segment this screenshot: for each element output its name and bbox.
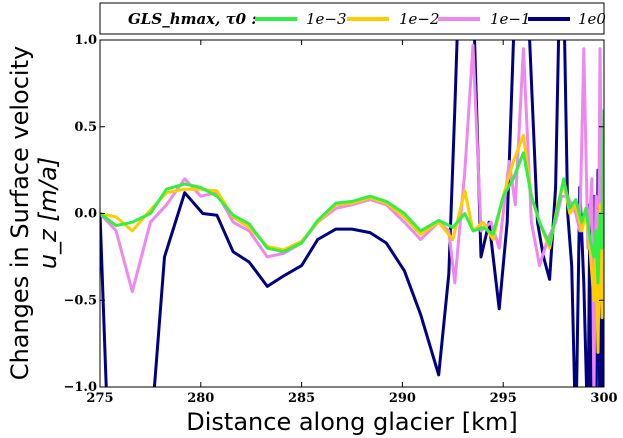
plot-area (100, 40, 604, 387)
y-tick-label-4: 1.0 (74, 33, 97, 48)
legend-title: GLS_hmax, τ0 : (128, 10, 257, 28)
series-line-1e0 (100, 40, 604, 387)
y-axis-title: Changes in Surface velocity (6, 46, 34, 380)
legend-label-1e-1: 1e−1 (490, 10, 531, 28)
y-tick-label-0: −1.0 (63, 380, 97, 395)
x-tick-label-0: 275 (86, 391, 113, 406)
x-tick-label-4: 295 (490, 391, 517, 406)
y-axis-title-units: u_z [m/a] (34, 157, 62, 269)
x-tick-label-3: 290 (389, 391, 416, 406)
legend-label-1e-3: 1e−3 (306, 10, 347, 28)
series-line-1e-2 (100, 133, 604, 354)
legend: GLS_hmax, τ0 : 1e−3 1e−2 1e−1 1e0 (99, 2, 606, 35)
x-tick-label-1: 280 (187, 391, 214, 406)
plot-frame (99, 39, 605, 388)
series-line-1e-1 (100, 43, 604, 387)
series-line-1e-3 (100, 109, 604, 285)
y-tick-label-1: −0.5 (63, 293, 97, 308)
y-tick-label-3: 0.5 (74, 120, 97, 135)
legend-label-1e0: 1e0 (578, 10, 606, 28)
x-tick-label-5: 300 (590, 391, 617, 406)
series-layer (100, 40, 604, 387)
x-tick-label-2: 285 (288, 391, 315, 406)
x-axis-title: Distance along glacier [km] (186, 408, 517, 436)
legend-label-1e-2: 1e−2 (399, 10, 440, 28)
y-tick-label-2: 0.0 (74, 207, 97, 222)
